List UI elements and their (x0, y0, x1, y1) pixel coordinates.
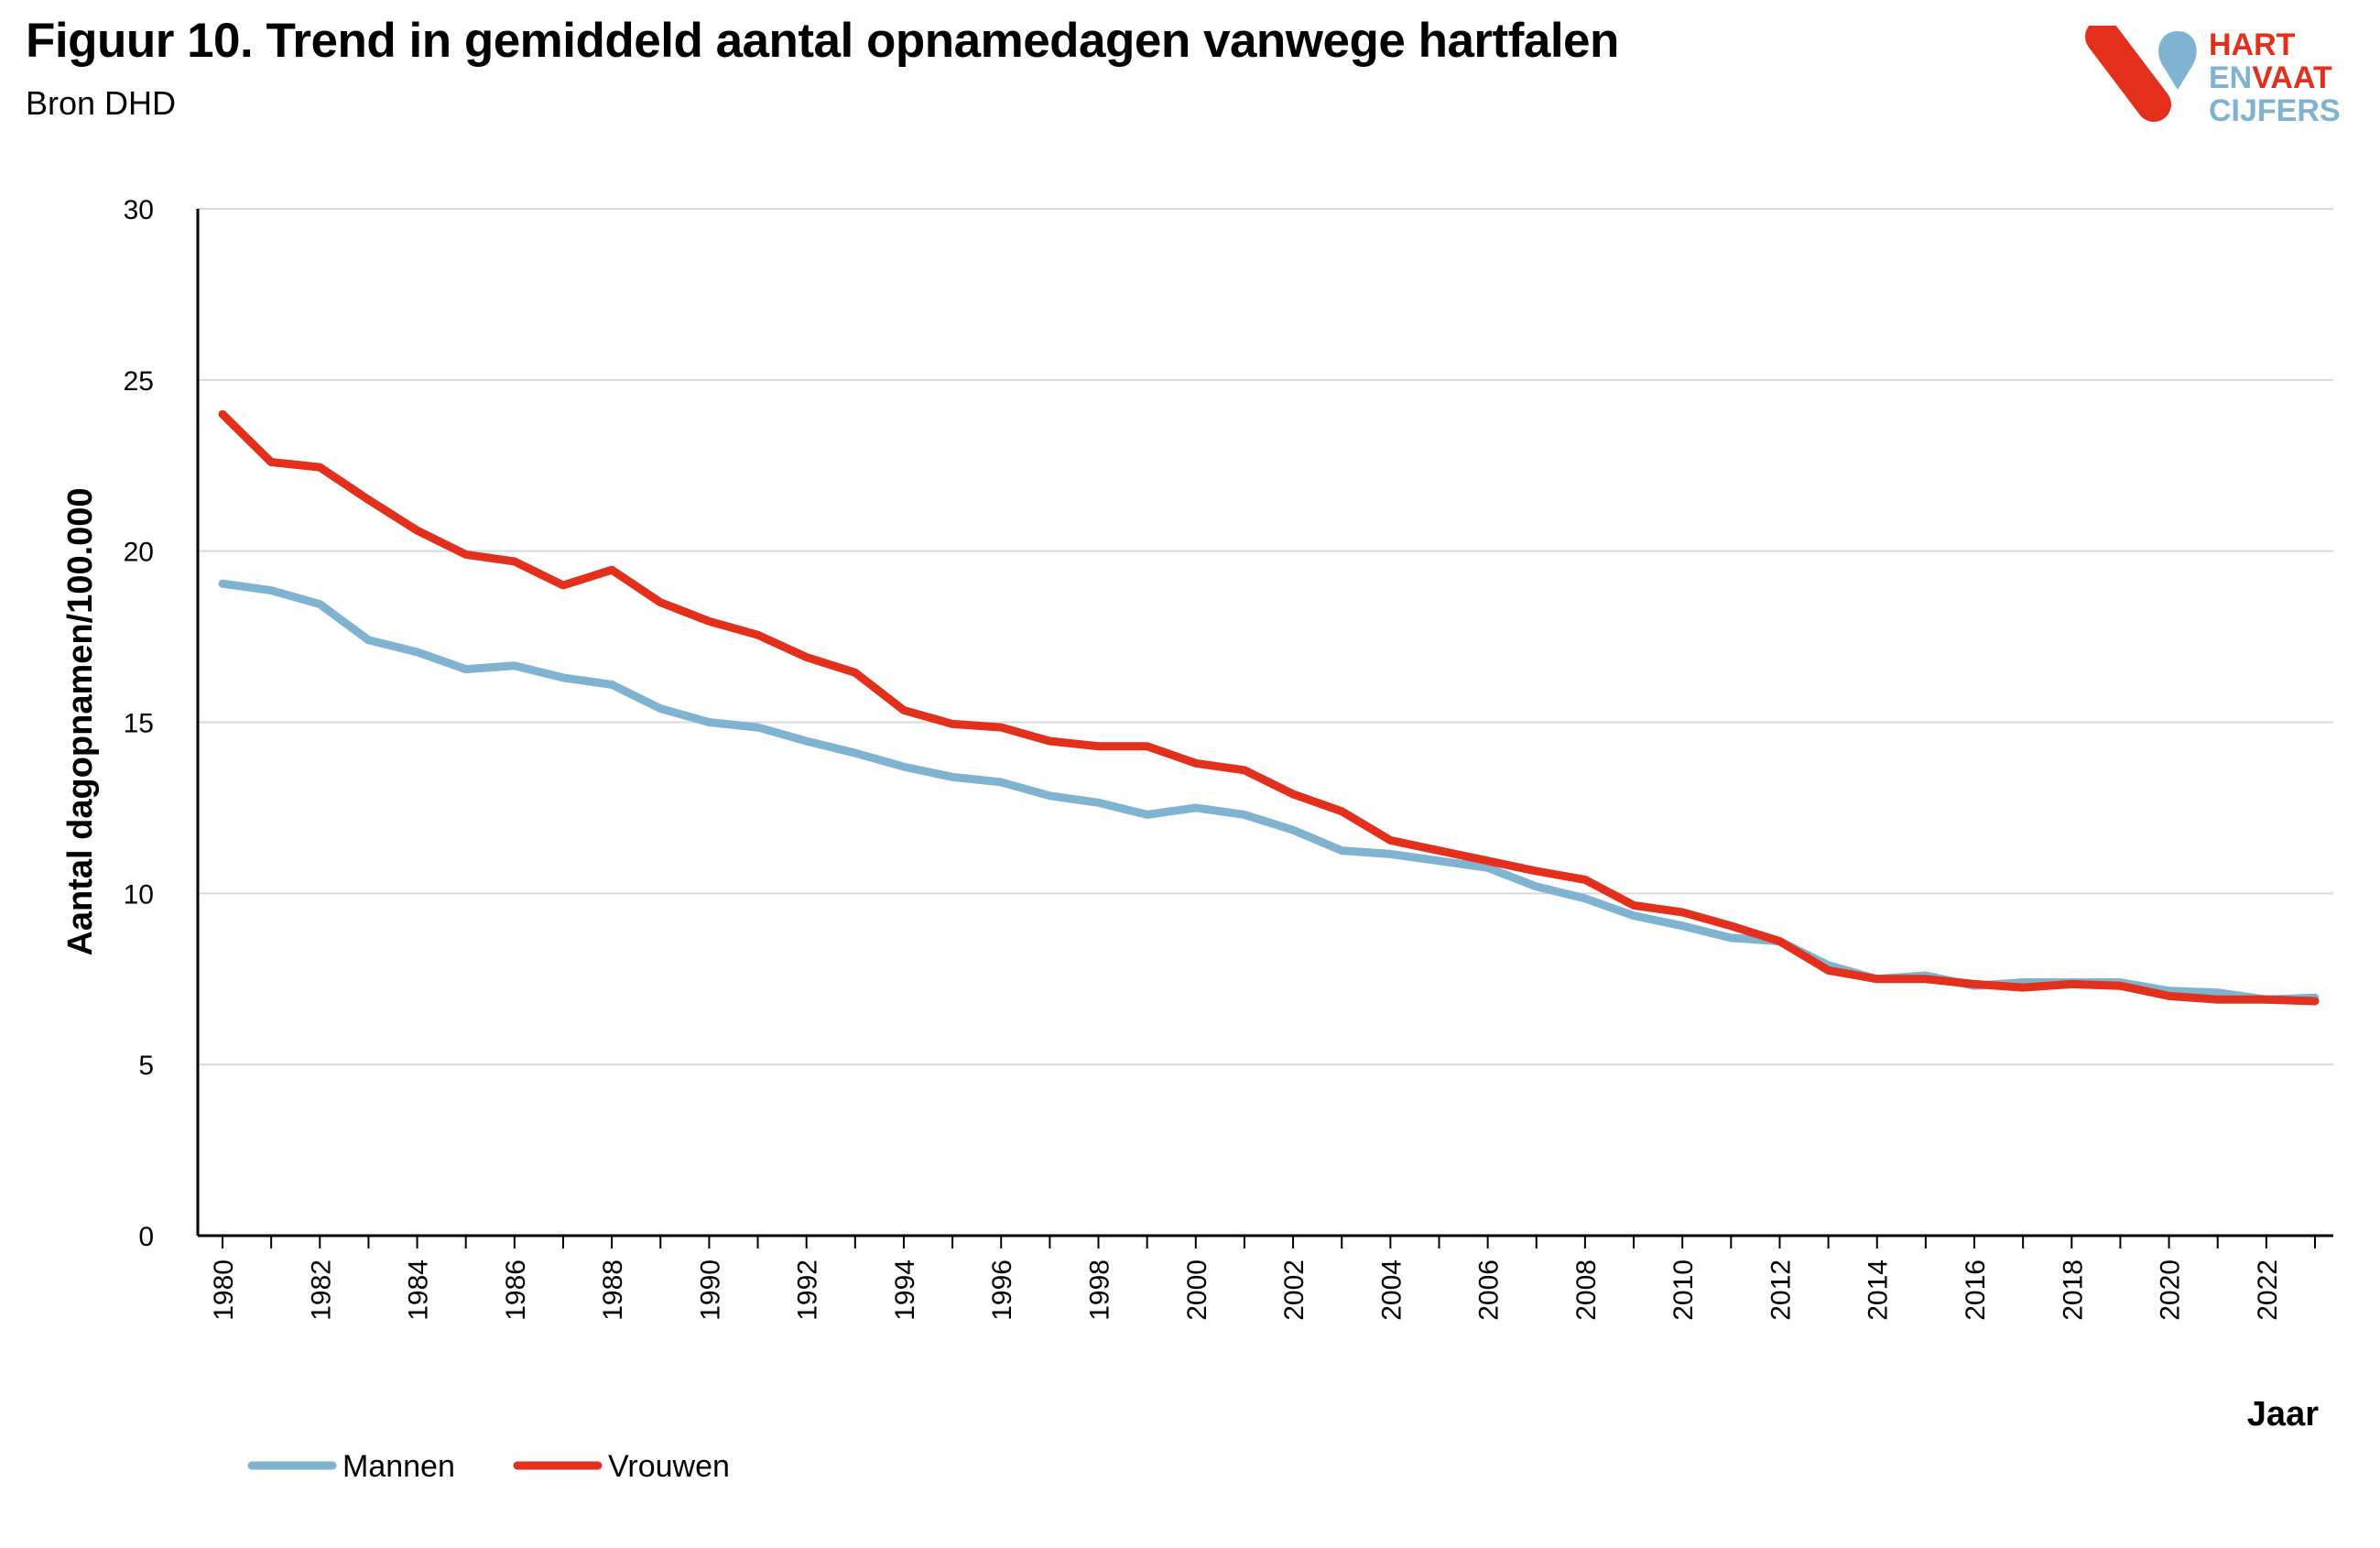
logo-text-envaat: ENVAAT (2209, 60, 2332, 95)
x-tick-label: 1990 (695, 1259, 725, 1321)
series-line-mannen (218, 579, 2320, 1004)
x-tick-label: 2020 (2156, 1259, 2186, 1321)
x-tick-label: 2002 (1279, 1259, 1310, 1321)
x-tick-label: 2010 (1668, 1259, 1699, 1321)
x-tick-label: 1980 (209, 1259, 239, 1321)
x-tick-label: 1998 (1085, 1259, 1115, 1321)
x-tick-label: 1988 (598, 1259, 628, 1321)
x-tick-label: 2004 (1376, 1259, 1407, 1321)
x-tick-label: 1996 (987, 1259, 1017, 1321)
y-tick-label: 10 (124, 879, 154, 910)
gridlines (198, 208, 2333, 1066)
hart-en-vaat-cijfers-logo: HART ENVAAT CIJFERS (2085, 26, 2341, 126)
y-tick-label: 30 (124, 195, 154, 225)
x-tick-label: 1992 (793, 1259, 823, 1321)
y-axis-title: Aantal dagopnamen/100.000 (61, 487, 100, 955)
x-tick-label: 2018 (2058, 1259, 2088, 1321)
source-subtitle: Bron DHD (26, 84, 177, 122)
x-tick-label: 1986 (501, 1259, 531, 1321)
x-tick-label: 1982 (306, 1259, 336, 1321)
series-line-vrouwen (218, 409, 2320, 1006)
x-tick-label: 2022 (2253, 1259, 2283, 1321)
y-tick-label: 20 (124, 538, 154, 568)
x-tick-label: 1994 (890, 1259, 920, 1321)
x-tick-label: 2016 (1961, 1259, 1991, 1321)
legend-label-mannen: Mannen (342, 1449, 455, 1484)
logo-text-cijfers: CIJFERS (2209, 93, 2341, 126)
y-tick-label: 0 (138, 1222, 154, 1252)
x-tick-label: 2014 (1864, 1259, 1894, 1321)
x-tick-label: 2000 (1182, 1259, 1212, 1321)
legend-label-vrouwen: Vrouwen (608, 1449, 730, 1484)
y-tick-labels: 0 5 10 15 20 25 30 (124, 195, 154, 1252)
page-title: Figuur 10. Trend in gemiddeld aantal opn… (26, 14, 1619, 68)
legend: Mannen Vrouwen (247, 1449, 730, 1484)
y-tick-label: 25 (124, 366, 154, 397)
x-tick-label: 1984 (404, 1259, 434, 1321)
logo-text-hart: HART (2209, 27, 2296, 62)
y-tick-label: 15 (124, 709, 154, 739)
x-tick-label: 2012 (1766, 1259, 1796, 1321)
logo-mark-icon (2085, 26, 2197, 122)
y-tick-label: 5 (138, 1051, 154, 1081)
series-lines (218, 409, 2320, 1006)
x-tick-label: 2006 (1474, 1259, 1505, 1321)
x-axis-title: Jaar (2247, 1395, 2319, 1434)
x-tick-label: 2008 (1571, 1259, 1602, 1321)
x-tick-labels: 1980 1982 1984 1986 1988 1990 1992 1994 1996 1998… (209, 1259, 2283, 1321)
axes (196, 209, 2333, 1248)
